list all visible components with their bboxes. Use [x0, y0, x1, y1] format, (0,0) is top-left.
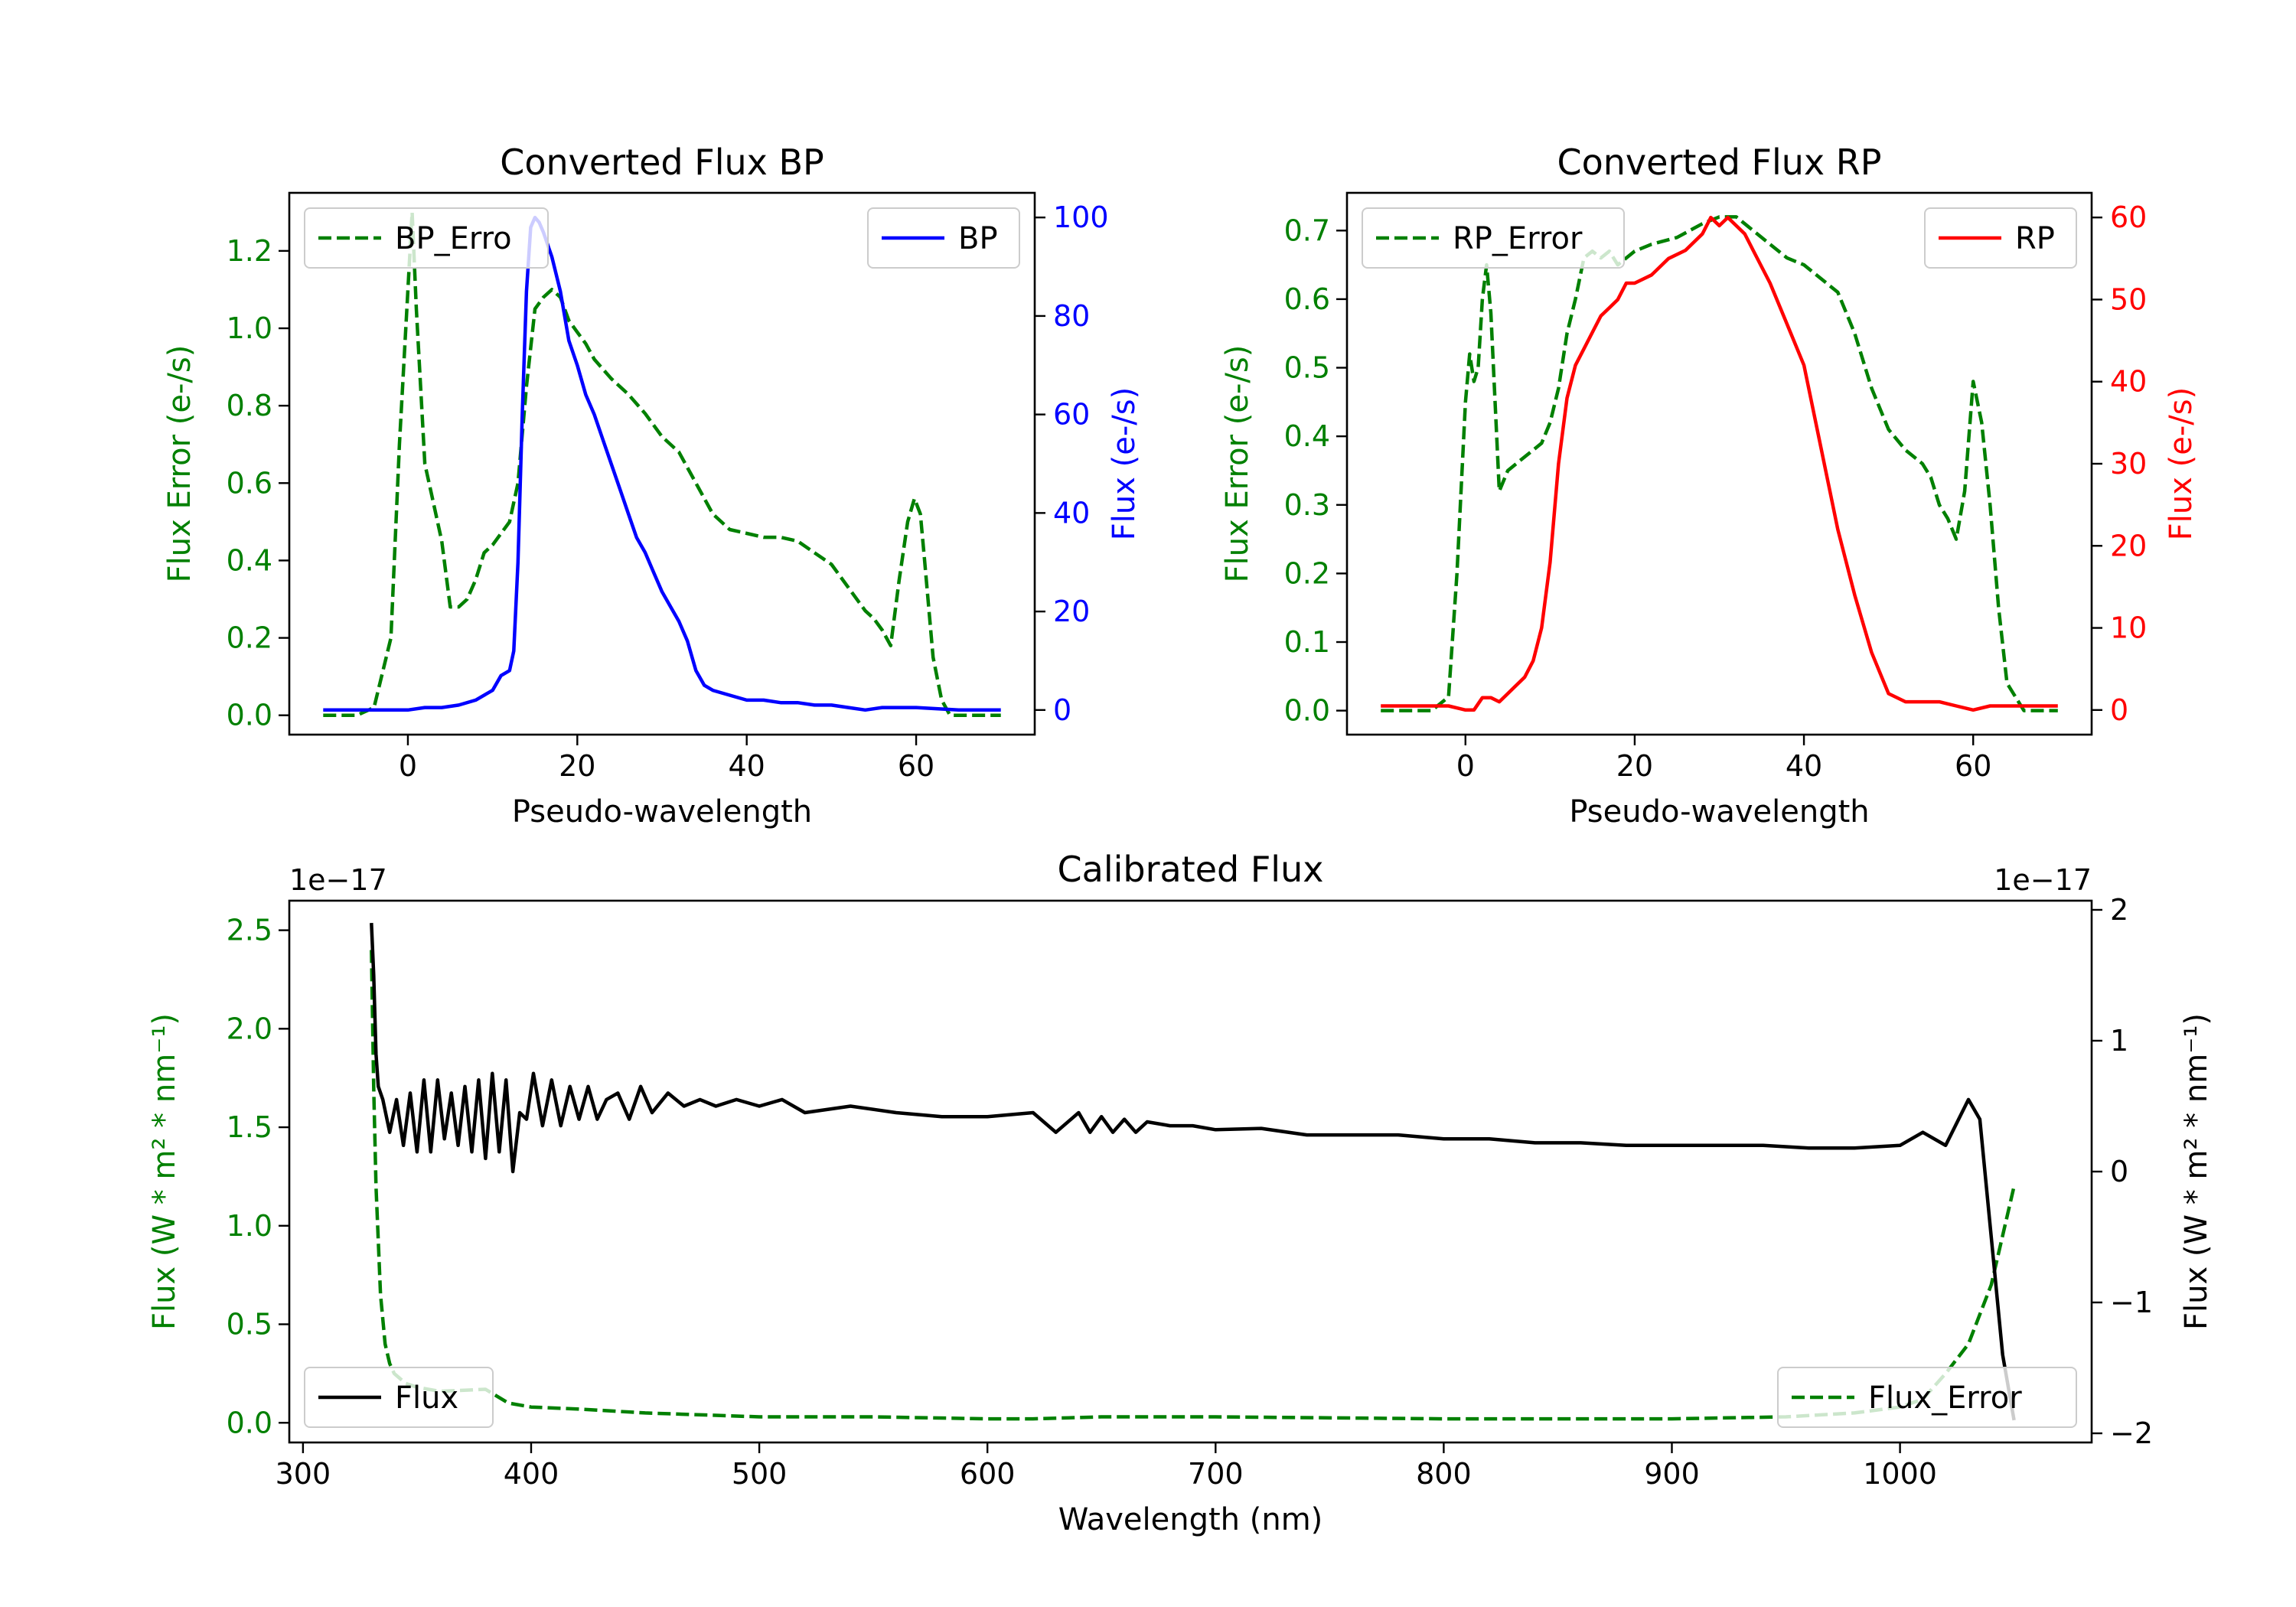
x-tick-label: 1000	[1863, 1457, 1937, 1491]
chart-bp: 0 20 40 60 0.0 0.2 0.4 0.6 0.8 1.0 1.2 0 20 40 60 80 100…	[162, 142, 1142, 830]
x-axis-label: Pseudo-wavelength	[512, 794, 812, 830]
y-left-tick-label: 0.5	[227, 1308, 272, 1341]
x-tick-label: 20	[1616, 749, 1653, 783]
y-left-tick-label: 0.0	[227, 699, 272, 732]
chart-title: Calibrated Flux	[1058, 849, 1324, 890]
legend-label: Flux	[395, 1380, 458, 1416]
y-left-tick-label: 0.6	[1284, 282, 1330, 316]
legend-box	[1777, 1367, 2077, 1428]
y-right-tick-label: −2	[2110, 1416, 2153, 1450]
y-left-tick-label: 0.4	[227, 543, 272, 577]
y-left-axis-label: Flux Error (e-/s)	[162, 345, 197, 583]
y-left-tick-label: 1.2	[227, 234, 272, 268]
y-left-tick-label: 0.1	[1284, 625, 1330, 659]
y-right-tick-label: 2	[2110, 893, 2128, 927]
x-tick-label: 0	[1456, 749, 1475, 783]
axes-frame	[288, 191, 1036, 736]
legend-bp: BP	[867, 207, 1020, 269]
y-left-axis-label: Flux (W * m² * nm⁻¹)	[147, 1013, 182, 1330]
y-left-tick-label: 0.0	[1284, 694, 1330, 728]
y-left-tick-label: 0.4	[1284, 419, 1330, 453]
y-left-tick-label: 2.5	[227, 914, 272, 947]
y-right-tick-label: 80	[1053, 299, 1090, 333]
y-left-tick-label: 0.0	[227, 1406, 272, 1439]
legend-label: Flux_Error	[1868, 1380, 2022, 1416]
y-right-tick-label: 0	[1053, 693, 1071, 727]
y-right-tick-label: 40	[2110, 365, 2147, 399]
x-axis-label: Wavelength (nm)	[1058, 1502, 1323, 1537]
y-right-tick-label: 1	[2110, 1024, 2128, 1058]
x-tick-label: 40	[1786, 749, 1822, 783]
legend-rp: RP	[1924, 207, 2077, 269]
y-left-axis-label: Flux Error (e-/s)	[1220, 345, 1255, 583]
y-left-tick-label: 0.3	[1284, 488, 1330, 522]
y-right-offset-label: 1e−17	[1994, 863, 2092, 897]
x-axis-label: Pseudo-wavelength	[1569, 794, 1869, 830]
y-left-tick-label: 0.7	[1284, 214, 1330, 247]
series-line-rp	[1381, 215, 2058, 712]
y-right-axis-label: Flux (e-/s)	[1107, 387, 1142, 540]
y-right-tick-label: 10	[2110, 611, 2147, 645]
series-line-bp-error	[323, 210, 1001, 717]
y-right-tick-label: 40	[1053, 496, 1090, 530]
y-right-tick-label: 20	[1053, 595, 1090, 628]
y-left-offset-label: 1e−17	[289, 863, 387, 897]
legend-box	[304, 207, 549, 269]
y-left-tick-label: 1.0	[227, 1209, 272, 1243]
series-line-bp	[323, 215, 1001, 712]
y-left-tick-label: 1.0	[227, 311, 272, 345]
y-right-tick-label: 60	[2110, 200, 2147, 234]
x-tick-label: 60	[1955, 749, 1991, 783]
series-line-flux	[370, 923, 2016, 1421]
x-tick-label: 20	[559, 749, 595, 783]
y-right-tick-label: 100	[1053, 200, 1109, 234]
y-left-tick-label: 2.0	[227, 1012, 272, 1045]
y-left-tick-label: 0.8	[227, 389, 272, 422]
legend-flux: Flux	[304, 1367, 494, 1428]
x-tick-label: 60	[898, 749, 934, 783]
y-right-tick-label: 20	[2110, 529, 2147, 562]
legend-flux-error: Flux_Error	[1777, 1367, 2077, 1428]
x-tick-label: 300	[276, 1457, 331, 1491]
y-left-tick-label: 1.5	[227, 1110, 272, 1144]
y-left-tick-label: 0.5	[1284, 351, 1330, 385]
y-right-tick-label: 0	[2110, 693, 2128, 727]
chart-rp: 0 20 40 60 0.0 0.1 0.2 0.3 0.4 0.5 0.6 0.7 0 10 20 30 40…	[1220, 142, 2199, 830]
legend-label: BP_Erro	[395, 221, 512, 256]
x-tick-label: 500	[732, 1457, 788, 1491]
x-tick-label: 900	[1644, 1457, 1700, 1491]
x-tick-label: 800	[1416, 1457, 1472, 1491]
y-left-tick-label: 0.2	[1284, 556, 1330, 590]
y-right-tick-label: −1	[2110, 1286, 2153, 1319]
y-left-tick-label: 0.2	[227, 621, 272, 655]
x-tick-label: 0	[399, 749, 417, 783]
legend-bp-error: BP_Erro	[304, 207, 549, 269]
y-right-axis-label: Flux (W * m² * nm⁻¹)	[2179, 1013, 2214, 1330]
legend-label: BP	[958, 221, 998, 256]
chart-title: Converted Flux BP	[500, 142, 824, 183]
legend-label: RP_Error	[1453, 221, 1583, 256]
y-left-tick-label: 0.6	[227, 466, 272, 500]
x-tick-label: 700	[1188, 1457, 1244, 1491]
y-right-tick-label: 0	[2110, 1155, 2128, 1188]
legend-box	[1362, 207, 1625, 269]
legend-box	[304, 1367, 494, 1428]
x-tick-label: 40	[729, 749, 765, 783]
y-right-axis-label: Flux (e-/s)	[2164, 387, 2199, 540]
legend-rp-error: RP_Error	[1362, 207, 1625, 269]
chart-calibrated: 300 400 500 600 700 800 900 1000 0.0 0.5 1.0 1.5 2.0…	[147, 849, 2214, 1537]
chart-title: Converted Flux RP	[1557, 142, 1882, 183]
y-right-tick-label: 50	[2110, 282, 2147, 316]
x-tick-label: 600	[960, 1457, 1016, 1491]
y-right-tick-label: 30	[2110, 447, 2147, 481]
x-tick-label: 400	[504, 1457, 559, 1491]
legend-label: RP	[2015, 221, 2055, 256]
y-right-tick-label: 60	[1053, 398, 1090, 432]
